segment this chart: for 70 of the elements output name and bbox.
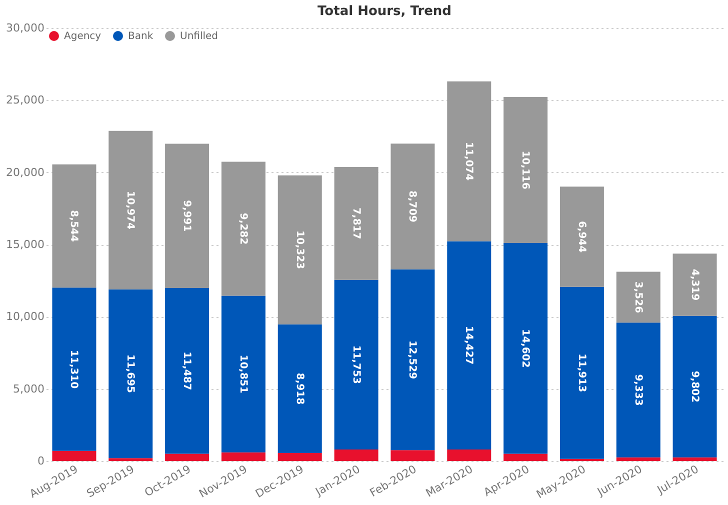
- y-tick-label: 0: [38, 454, 44, 468]
- bar: [278, 324, 322, 454]
- data-label: 9,802: [688, 370, 700, 403]
- bar: [165, 144, 210, 288]
- y-tick-label: 5,000: [13, 382, 44, 396]
- data-label: 10,974: [124, 190, 136, 230]
- bar: [672, 254, 717, 316]
- bar: [504, 97, 548, 244]
- data-label: 10,851: [237, 354, 248, 394]
- data-label: 11,753: [350, 345, 362, 384]
- bar: [616, 272, 660, 323]
- bar: [560, 286, 604, 459]
- bar: [221, 296, 266, 452]
- legend-label: Agency: [64, 31, 102, 42]
- y-tick-label: 20,000: [6, 166, 44, 179]
- data-label: 11,695: [124, 354, 136, 394]
- bar: [504, 454, 548, 461]
- bar: [504, 243, 548, 454]
- data-label: 9,282: [237, 212, 248, 245]
- bar: [672, 457, 717, 461]
- bar: [52, 164, 96, 288]
- bar: [165, 288, 210, 454]
- data-label: 6,944: [576, 220, 587, 253]
- data-label: 9,333: [632, 374, 644, 406]
- bar: [447, 449, 492, 461]
- data-label: 9,991: [181, 200, 192, 232]
- bar: [334, 449, 378, 461]
- bar: [278, 453, 322, 461]
- bar: [334, 280, 378, 450]
- bar: [52, 450, 96, 461]
- bar: [390, 144, 435, 270]
- data-label: 11,913: [576, 354, 587, 392]
- bar: [616, 457, 660, 461]
- bar: [390, 450, 435, 461]
- y-tick-label: 15,000: [6, 238, 44, 251]
- data-label: 8,918: [294, 372, 305, 405]
- bar: [108, 289, 153, 458]
- bar: [108, 458, 153, 461]
- legend-label: Unfilled: [180, 31, 218, 42]
- bar: [108, 130, 153, 290]
- data-label: 8,544: [68, 210, 80, 242]
- bar: [165, 454, 210, 461]
- data-label: 7,817: [350, 208, 362, 240]
- bar: [221, 452, 266, 461]
- data-label: 11,310: [68, 350, 80, 389]
- data-label: 8,709: [406, 190, 418, 222]
- bar: [221, 162, 266, 296]
- y-tick-label: 10,000: [6, 310, 44, 324]
- data-label: 14,427: [463, 326, 474, 365]
- y-tick-label: 30,000: [6, 22, 44, 34]
- y-tick-label: 25,000: [6, 94, 44, 107]
- data-label: 4,319: [688, 268, 700, 301]
- bar: [334, 166, 378, 280]
- chart-title: Total Hours, Trend: [318, 4, 452, 19]
- legend-label: Bank: [128, 31, 154, 42]
- data-label: 10,323: [294, 230, 305, 270]
- data-label: 3,526: [632, 281, 644, 314]
- data-label: 11,487: [181, 352, 192, 390]
- bar: [560, 186, 604, 287]
- bar: [447, 241, 492, 450]
- data-label: 14,602: [520, 329, 531, 368]
- bar: [52, 288, 96, 451]
- bar: [278, 175, 322, 324]
- bar: [390, 269, 435, 450]
- data-label: 11,074: [463, 142, 474, 181]
- data-label: 10,116: [520, 150, 531, 190]
- data-label: 12,529: [406, 340, 418, 380]
- bar: [447, 81, 492, 242]
- bar: [672, 316, 717, 458]
- bar: [616, 322, 660, 458]
